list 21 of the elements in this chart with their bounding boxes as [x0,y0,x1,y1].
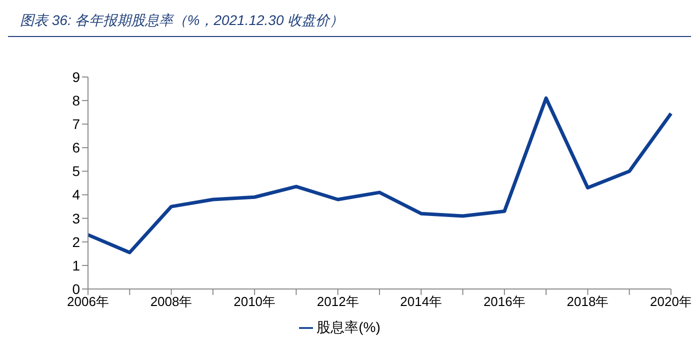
x-tick-label: 2008年 [150,294,192,310]
x-tick-label: 2016年 [483,294,526,310]
x-tick-label: 2010年 [234,294,276,310]
x-tick-label: 2018年 [566,294,609,310]
y-tick-label: 7 [72,116,80,132]
y-tick-label: 6 [72,140,80,156]
x-tick-label: 2014年 [400,294,442,310]
line-series [86,96,673,254]
y-tick-label: 0 [72,280,80,297]
y-tick-label: 5 [72,163,80,180]
chart-title: 图表 36: 各年报期股息率（%，2021.12.30 收盘价） [8,8,691,37]
x-tick-label: 2012年 [316,294,359,310]
x-tick-label: 2006年 [67,294,109,310]
legend-label: 股息率(%) [316,319,380,335]
y-tick-label: 1 [72,257,80,274]
y-tick-label: 2 [72,234,80,250]
y-tick-label: 8 [72,92,80,109]
y-tick-label: 3 [72,210,80,226]
y-tick-label: 9 [72,68,80,85]
x-tick-label: 2020年 [650,294,692,310]
y-tick-label: 4 [72,186,80,203]
